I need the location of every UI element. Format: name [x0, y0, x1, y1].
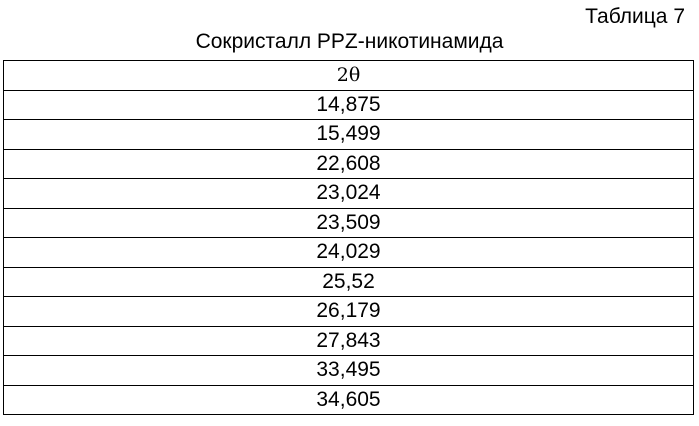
table-cell: 22,608 [3, 148, 694, 179]
table-cell: 15,499 [3, 119, 694, 150]
table-cell: 34,605 [3, 384, 694, 415]
table-cell: 33,495 [3, 355, 694, 386]
table-row: 24,029 [3, 237, 694, 268]
table-row: 25,52 [3, 266, 694, 297]
table-cell: 26,179 [3, 296, 694, 327]
table-cell: 27,843 [3, 325, 694, 356]
table-row: 23,509 [3, 207, 694, 238]
table-row: 14,875 [3, 89, 694, 120]
table-cell: 14,875 [3, 89, 694, 120]
table-row: 34,605 [3, 384, 694, 415]
table-row: 33,495 [3, 355, 694, 386]
table-row: 26,179 [3, 296, 694, 327]
table-number-label: Таблица 7 [585, 5, 685, 28]
data-table: 2θ 14,875 15,499 22,608 23,024 23,509 24… [3, 60, 694, 415]
column-header-2theta: 2θ [3, 60, 694, 91]
table-cell: 25,52 [3, 266, 694, 297]
table-row: 22,608 [3, 148, 694, 179]
table-cell: 23,024 [3, 178, 694, 209]
table-row: 27,843 [3, 325, 694, 356]
table-cell: 23,509 [3, 207, 694, 238]
table-row: 23,024 [3, 178, 694, 209]
table-caption: Сокристалл PPZ-никотинамида [195, 30, 504, 53]
table-row: 15,499 [3, 119, 694, 150]
table-header-row: 2θ [3, 60, 694, 91]
table-cell: 24,029 [3, 237, 694, 268]
